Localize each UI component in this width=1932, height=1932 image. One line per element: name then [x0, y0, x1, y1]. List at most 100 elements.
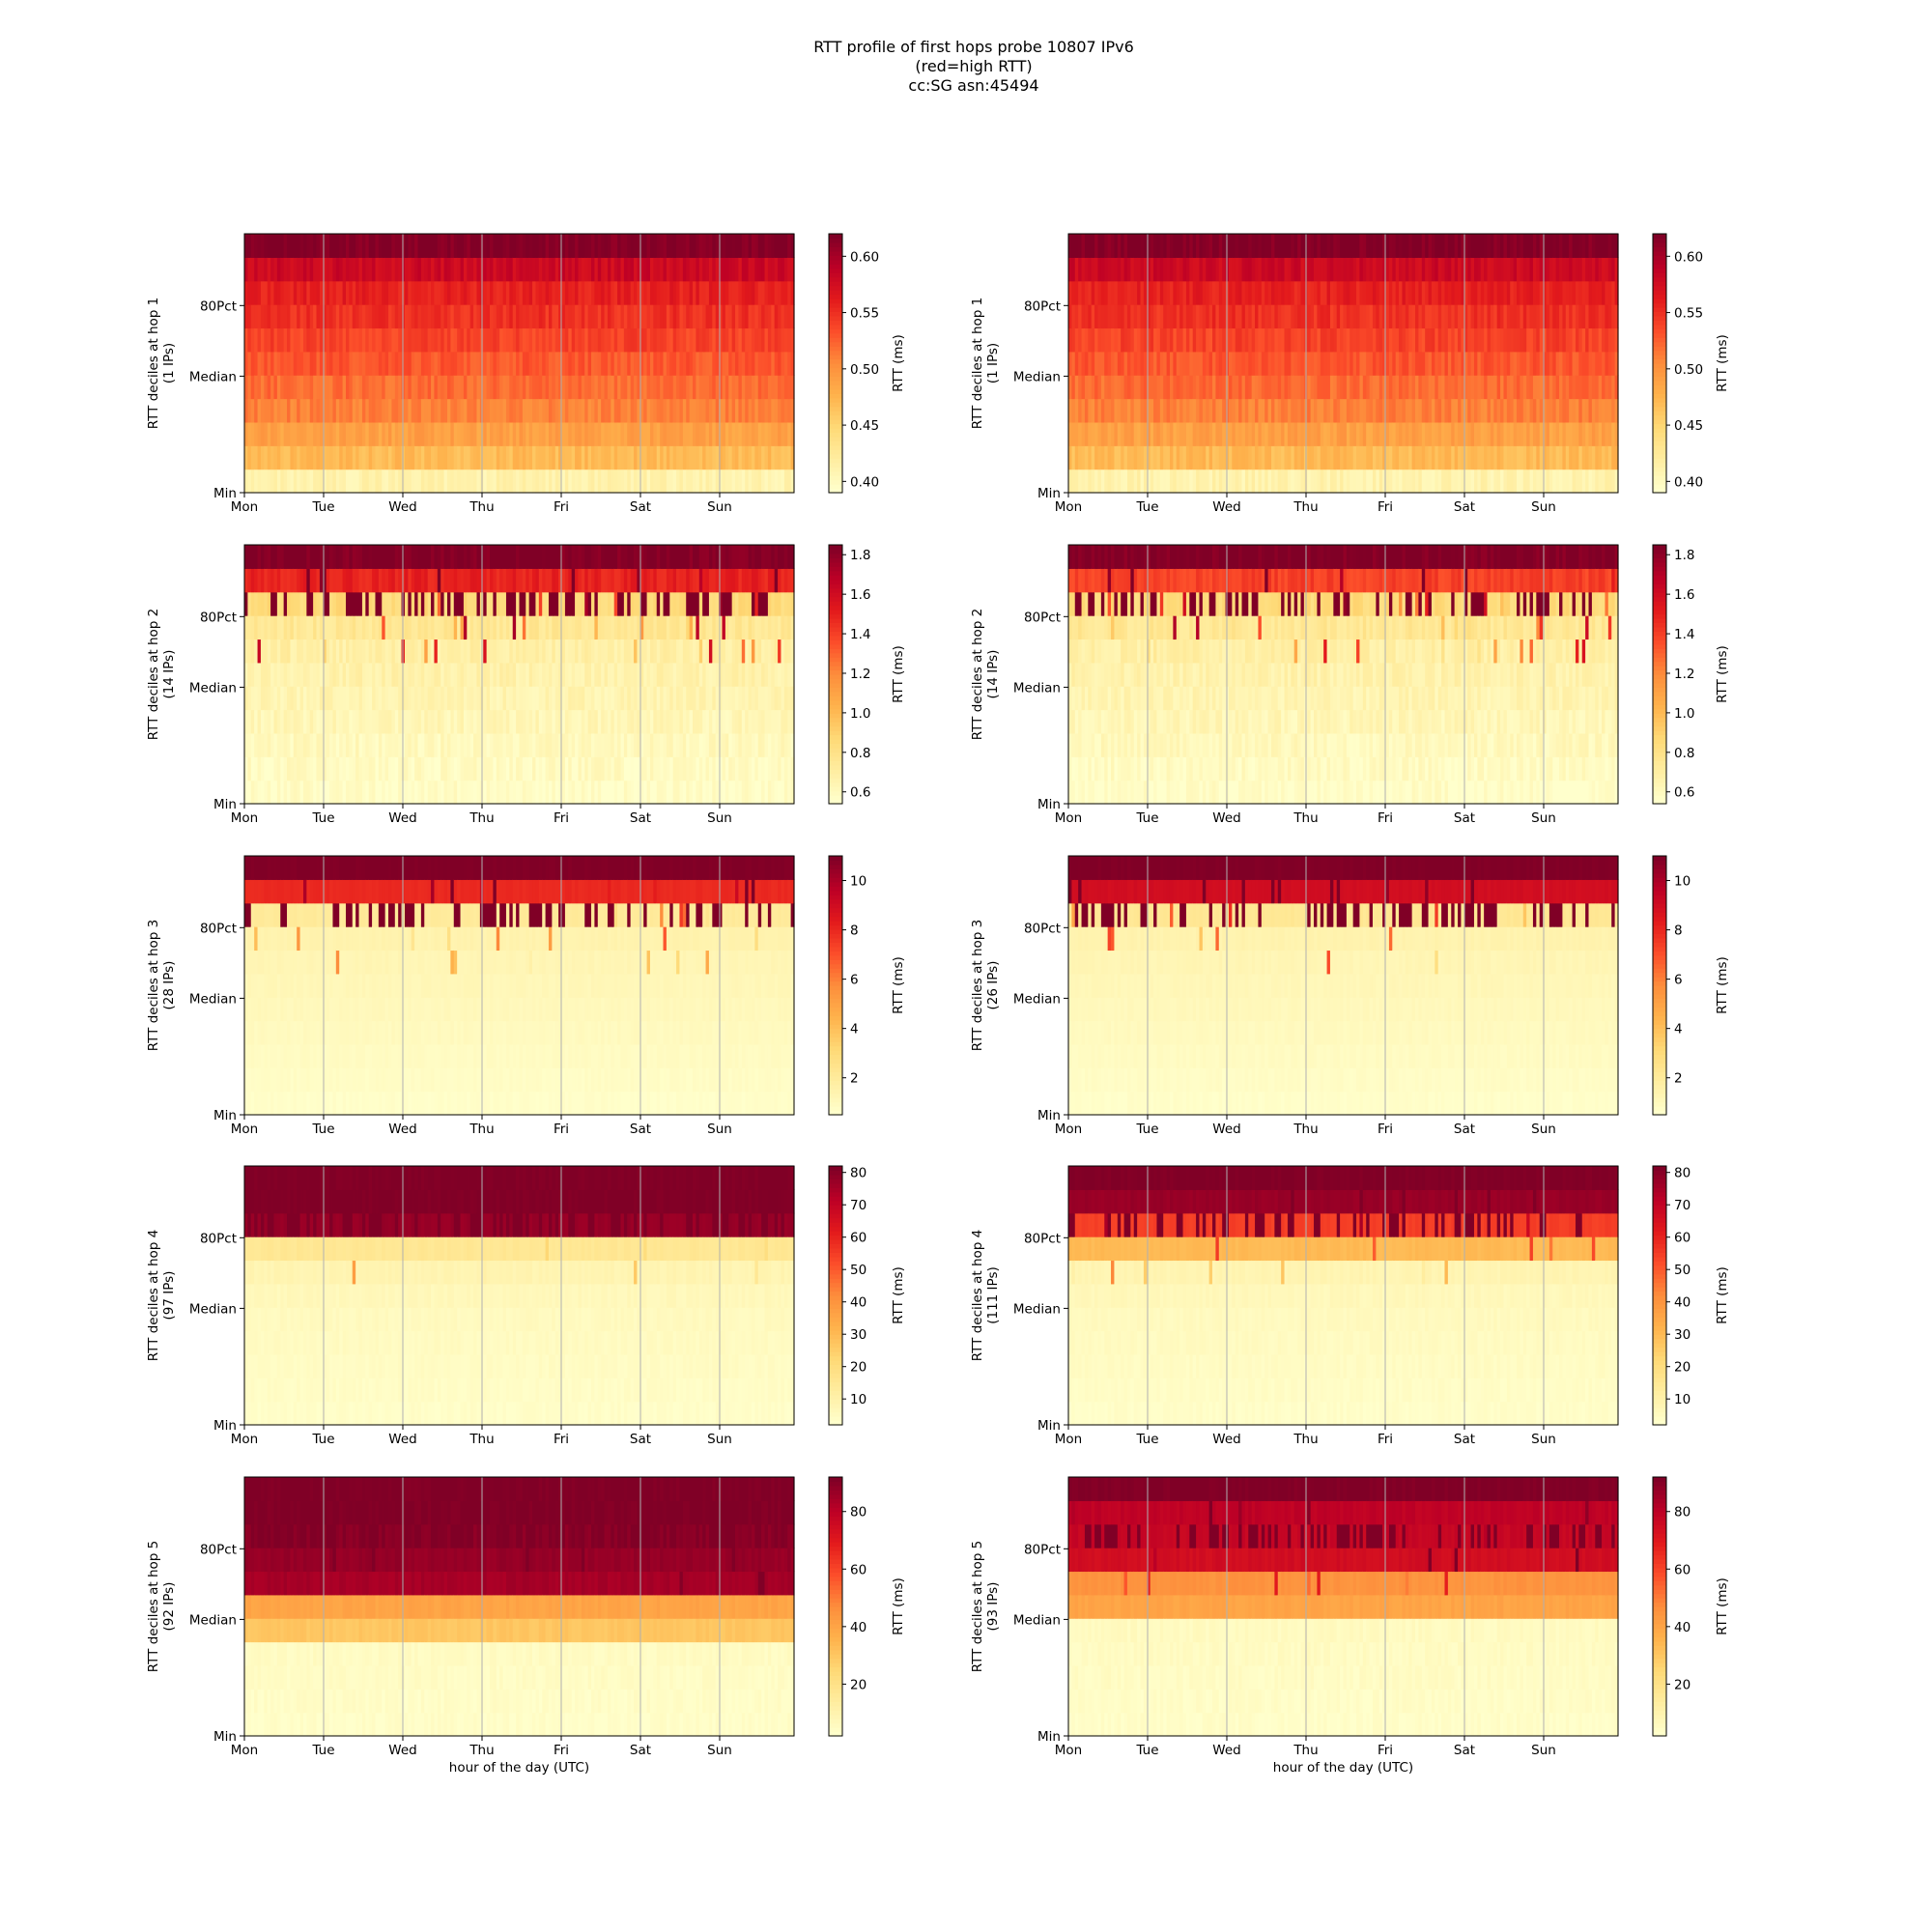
heatmap-cell: [738, 351, 743, 376]
heatmap-cell: [329, 280, 334, 305]
heatmap-cell: [1166, 445, 1171, 470]
heatmap-cell: [420, 304, 425, 329]
heatmap-cell: [1100, 421, 1105, 446]
heatmap-cell: [457, 375, 462, 400]
heatmap-cell: [526, 662, 530, 687]
heatmap-cell: [1228, 351, 1233, 376]
heatmap-cell: [257, 375, 262, 400]
heatmap-cell: [1114, 375, 1119, 400]
heatmap-cell: [1225, 351, 1230, 376]
heatmap-cell: [496, 234, 500, 258]
heatmap-cell: [528, 545, 533, 569]
heatmap-cell: [526, 304, 530, 329]
heatmap-cell: [558, 662, 563, 687]
heatmap-cell: [1493, 327, 1498, 353]
heatmap-cell: [611, 445, 615, 470]
heatmap-cell: [434, 780, 439, 805]
heatmap-cell: [1602, 280, 1606, 305]
heatmap-cell: [457, 280, 462, 305]
heatmap-cell: [270, 591, 275, 616]
heatmap-cell: [486, 780, 491, 805]
heatmap-cell: [1447, 398, 1452, 423]
heatmap-cell: [1215, 421, 1220, 446]
heatmap-cell: [460, 591, 465, 616]
heatmap-cell: [1123, 280, 1128, 305]
heatmap-cell: [669, 280, 674, 305]
heatmap-cell: [741, 398, 746, 423]
heatmap-cell: [463, 568, 468, 593]
heatmap-cell: [1437, 304, 1442, 329]
colorbar-tick-label: 0.60: [1674, 249, 1703, 265]
heatmap-cell: [493, 615, 497, 640]
heatmap-cell: [319, 234, 324, 258]
heatmap-cell: [1176, 398, 1180, 423]
heatmap-cell: [522, 568, 526, 593]
heatmap-cell: [1431, 280, 1435, 305]
heatmap-cell: [1297, 257, 1302, 282]
heatmap-cell: [427, 234, 432, 258]
heatmap-cell: [1572, 327, 1577, 353]
heatmap-cell: [1595, 375, 1600, 400]
heatmap-cell: [493, 375, 497, 400]
heatmap-cell: [781, 445, 785, 470]
heatmap-cell: [634, 327, 639, 353]
heatmap-cell: [1081, 351, 1086, 376]
heatmap-cell: [345, 257, 350, 282]
heatmap-cell: [486, 545, 491, 569]
heatmap-cell: [260, 545, 265, 569]
heatmap-cell: [1352, 327, 1357, 353]
heatmap-cell: [1241, 234, 1246, 258]
heatmap-cell: [1543, 234, 1548, 258]
heatmap-cell: [728, 257, 733, 282]
heatmap-cell: [457, 756, 462, 781]
heatmap-cell: [1150, 421, 1154, 446]
heatmap-cell: [1595, 304, 1600, 329]
heatmap-cell: [342, 545, 347, 569]
heatmap-cell: [401, 398, 406, 423]
heatmap-cell: [345, 756, 350, 781]
heatmap-cell: [319, 686, 324, 711]
heatmap-cell: [1405, 304, 1409, 329]
heatmap-cell: [1326, 398, 1331, 423]
heatmap-cell: [1228, 327, 1233, 353]
heatmap-cell: [512, 686, 517, 711]
heatmap-cell: [741, 445, 746, 470]
heatmap-cell: [388, 398, 393, 423]
heatmap-cell: [702, 257, 707, 282]
heatmap-cell: [738, 234, 743, 258]
heatmap-cell: [1320, 257, 1324, 282]
heatmap-cell: [476, 615, 481, 640]
heatmap-cell: [1522, 375, 1527, 400]
heatmap-cell: [434, 686, 439, 711]
heatmap-cell: [257, 234, 262, 258]
heatmap-cell: [365, 234, 370, 258]
heatmap-cell: [1215, 469, 1220, 494]
heatmap-cell: [404, 756, 409, 781]
heatmap-cell: [535, 591, 540, 616]
heatmap-cell: [1506, 445, 1511, 470]
heatmap-cell: [1431, 445, 1435, 470]
heatmap-cell: [375, 469, 380, 494]
heatmap-cell: [1225, 445, 1230, 470]
heatmap-cell: [378, 686, 383, 711]
heatmap-cell: [313, 304, 318, 329]
heatmap-cell: [342, 780, 347, 805]
heatmap-cell: [316, 639, 321, 664]
heatmap-cell: [1611, 351, 1616, 376]
heatmap-cell: [244, 304, 248, 329]
heatmap-cell: [378, 662, 383, 687]
heatmap-cell: [257, 686, 262, 711]
heatmap-cell: [431, 469, 436, 494]
heatmap-cell: [1176, 234, 1180, 258]
heatmap-cell: [332, 445, 337, 470]
heatmap-cell: [708, 257, 713, 282]
heatmap-cell: [368, 398, 373, 423]
heatmap-cell: [372, 280, 377, 305]
heatmap-cell: [1202, 234, 1207, 258]
heatmap-cell: [666, 375, 670, 400]
heatmap-cell: [280, 234, 285, 258]
heatmap-cell: [735, 280, 740, 305]
heatmap-cell: [329, 780, 334, 805]
heatmap-cell: [342, 375, 347, 400]
